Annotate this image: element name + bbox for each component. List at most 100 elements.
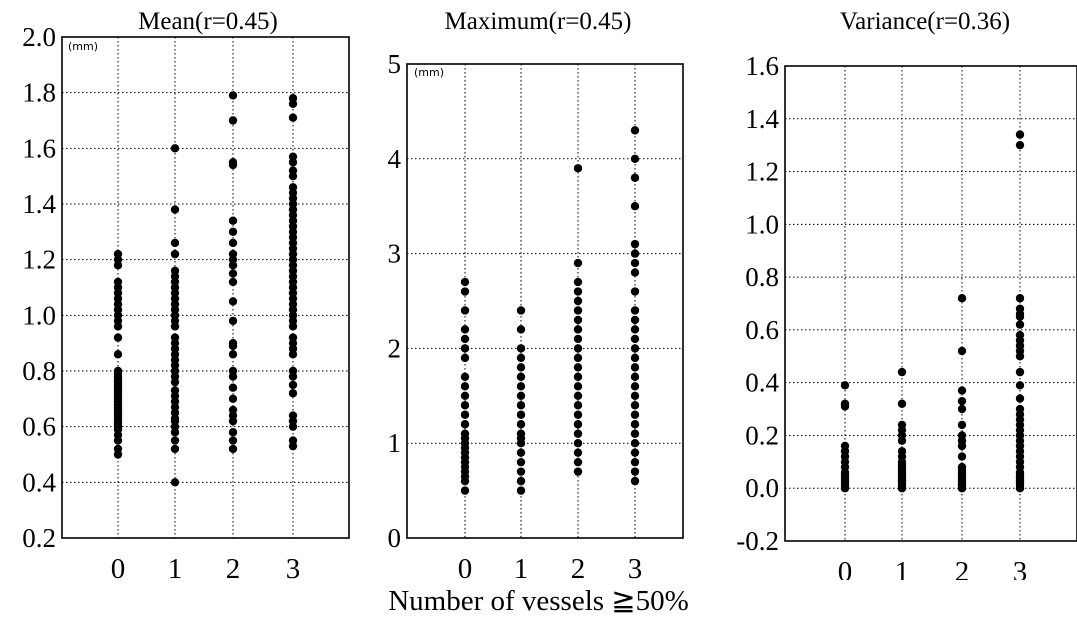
data-point [170, 205, 180, 214]
x-axis-label: Number of vessels ≧50% [388, 585, 689, 617]
data-point [228, 436, 238, 445]
data-point [630, 476, 640, 486]
data-point [630, 202, 640, 211]
data-point [516, 410, 526, 419]
chart-title: Variance(r=0.36) [840, 8, 1010, 35]
y-tick-label: 1.4 [745, 104, 779, 134]
data-point [630, 439, 640, 448]
data-point [630, 353, 640, 363]
data-point [630, 306, 640, 315]
data-point [573, 325, 583, 334]
data-point [957, 431, 967, 440]
data-point [516, 382, 526, 391]
y-tick-label: 0.2 [22, 523, 56, 553]
y-tick-label: 0.6 [745, 315, 779, 345]
data-point [1015, 130, 1025, 139]
data-point [957, 404, 967, 414]
data-point [460, 287, 470, 296]
data-point [228, 444, 238, 454]
x-tick-label: 3 [286, 553, 301, 580]
data-point [113, 249, 123, 259]
data-point [113, 444, 123, 454]
x-tick-label: 0 [458, 553, 473, 580]
y-tick-label: 5 [388, 49, 402, 79]
data-point [288, 113, 298, 122]
data-point [460, 344, 470, 353]
y-tick-label: 1.2 [745, 157, 779, 187]
data-point [113, 366, 123, 376]
data-point [228, 405, 238, 415]
data-point [630, 420, 640, 429]
data-point [630, 363, 640, 372]
data-point [573, 306, 583, 315]
x-tick-label: 2 [226, 553, 241, 580]
data-point [630, 258, 640, 268]
plot-frame [61, 36, 350, 539]
data-point [170, 238, 180, 248]
plot-frame [406, 63, 684, 539]
data-point [228, 277, 238, 287]
data-point [228, 227, 238, 237]
data-point [897, 367, 907, 377]
data-point [573, 372, 583, 382]
data-point [228, 316, 238, 326]
data-point [573, 315, 583, 325]
x-tick-label: 2 [955, 556, 970, 580]
data-point [840, 441, 850, 451]
data-point [1015, 404, 1025, 414]
data-point [516, 391, 526, 400]
chart-title: Maximum(r=0.45) [445, 8, 632, 35]
unit-label: (mm) [68, 40, 98, 53]
data-point [516, 325, 526, 334]
x-tick-label: 0 [838, 556, 853, 580]
data-point [573, 448, 583, 457]
data-point [630, 239, 640, 249]
data-point [228, 428, 238, 437]
data-point [460, 401, 470, 410]
data-point [516, 429, 526, 438]
x-tick-label: 0 [111, 553, 126, 580]
data-point [1015, 140, 1025, 150]
data-point [573, 457, 583, 467]
data-point [288, 411, 298, 420]
data-point [170, 444, 180, 454]
data-point [840, 381, 850, 390]
figure: 0.2 0.4 0.6 0.8 1.0 1.2 1.4 1.6 1.8 2.0 0 1 2 3 Mean(r… [22, 8, 1077, 580]
data-point [228, 158, 238, 167]
data-point [516, 467, 526, 476]
data-point [516, 344, 526, 353]
data-point [1015, 320, 1025, 329]
data-point [288, 389, 298, 398]
data-point [228, 338, 238, 348]
data-point [630, 344, 640, 353]
data-point [573, 353, 583, 363]
data-point [630, 429, 640, 438]
x-tick-label: 3 [628, 553, 643, 580]
data-point [288, 436, 298, 445]
data-point [573, 401, 583, 410]
data-point [170, 144, 180, 153]
data-point [460, 429, 470, 438]
y-tick-label: 0.6 [22, 412, 56, 442]
data-point [630, 391, 640, 400]
data-point [957, 386, 967, 395]
data-point [630, 467, 640, 476]
data-point [1015, 304, 1025, 313]
data-point [573, 334, 583, 344]
data-point [957, 396, 967, 406]
data-point [460, 391, 470, 400]
x-tick-label: 1 [168, 553, 183, 580]
data-point [228, 269, 238, 278]
data-point [228, 350, 238, 359]
data-point [630, 334, 640, 344]
data-point [516, 476, 526, 486]
data-point [170, 478, 180, 487]
y-tick-label: 3 [388, 239, 402, 269]
data-point [630, 173, 640, 182]
data-point [897, 420, 907, 430]
data-point [573, 439, 583, 448]
data-point [1015, 367, 1025, 377]
data-point [113, 277, 123, 287]
data-point [288, 152, 298, 161]
data-point [170, 386, 180, 395]
